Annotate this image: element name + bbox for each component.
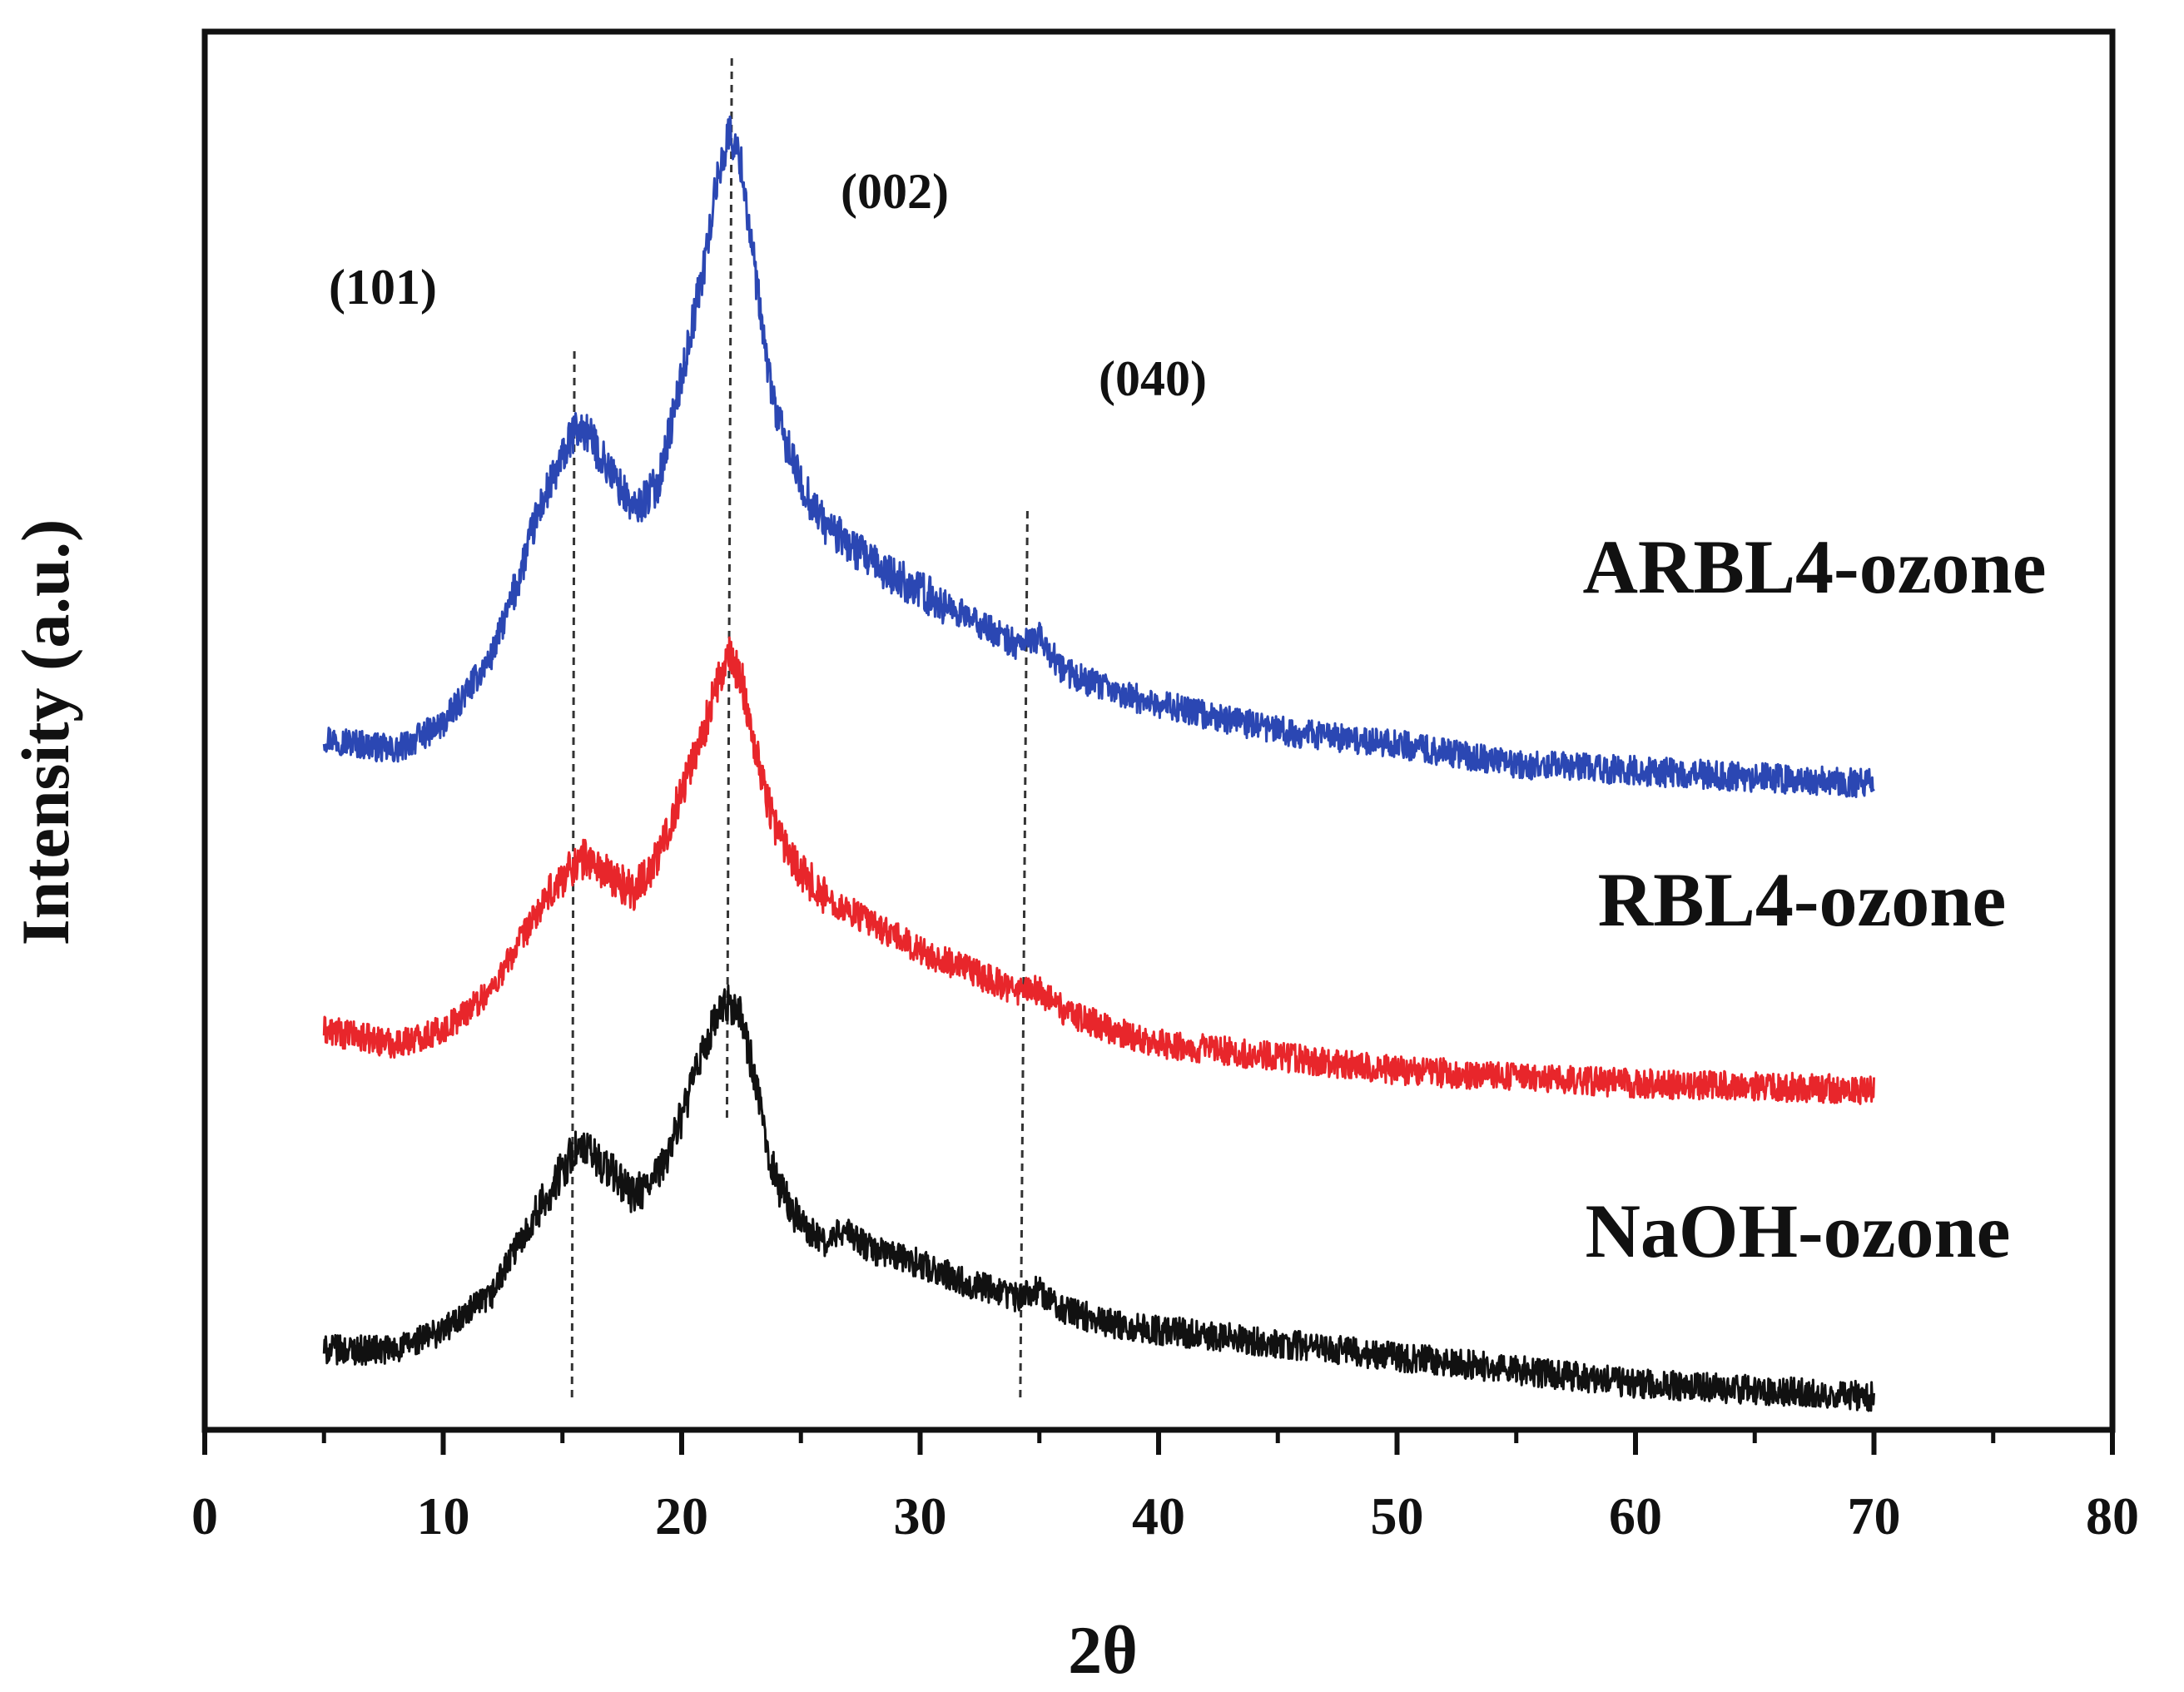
x-tick-label: 10 — [417, 1486, 470, 1546]
series-line-naoh-ozone — [322, 984, 1875, 1412]
x-axis-title: 2θ — [1068, 1612, 1138, 1688]
series-line-rbl4-ozone — [322, 636, 1875, 1105]
x-tick-label: 40 — [1132, 1486, 1185, 1546]
x-tick-label: 50 — [1371, 1486, 1424, 1546]
x-tick-label: 30 — [894, 1486, 947, 1546]
series-label-rbl4-ozone: RBL4-ozone — [1598, 857, 2007, 942]
x-tick-label: 70 — [1848, 1486, 1901, 1546]
peak-guide-line — [725, 57, 733, 1124]
peak-label-101: (101) — [329, 260, 437, 315]
series-label-naoh-ozone: NaOH-ozone — [1585, 1188, 2010, 1273]
peak-guide-line — [1019, 510, 1029, 1404]
x-tick-label: 80 — [2086, 1486, 2139, 1546]
x-tick-label: 60 — [1609, 1486, 1662, 1546]
peak-label-002: (002) — [841, 164, 949, 219]
x-tick-label: 0 — [191, 1486, 218, 1546]
series-label-arbl4-ozone: ARBL4-ozone — [1582, 524, 2046, 609]
peak-label-040: (040) — [1099, 351, 1207, 406]
y-axis-title: Intensity (a.u.) — [7, 519, 83, 946]
x-tick-label: 20 — [655, 1486, 708, 1546]
series-line-arbl4-ozone — [322, 115, 1875, 798]
